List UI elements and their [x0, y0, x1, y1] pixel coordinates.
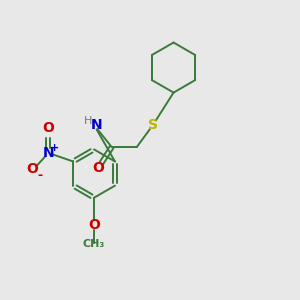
- Text: N: N: [43, 146, 54, 160]
- Text: O: O: [88, 218, 100, 232]
- Text: N: N: [91, 118, 102, 132]
- Text: -: -: [37, 169, 42, 182]
- Text: CH₃: CH₃: [83, 239, 105, 249]
- Text: O: O: [26, 162, 38, 176]
- Text: O: O: [43, 121, 54, 135]
- Text: +: +: [50, 142, 59, 153]
- Text: H: H: [83, 116, 92, 126]
- Text: O: O: [92, 161, 104, 175]
- Text: S: S: [148, 118, 158, 132]
